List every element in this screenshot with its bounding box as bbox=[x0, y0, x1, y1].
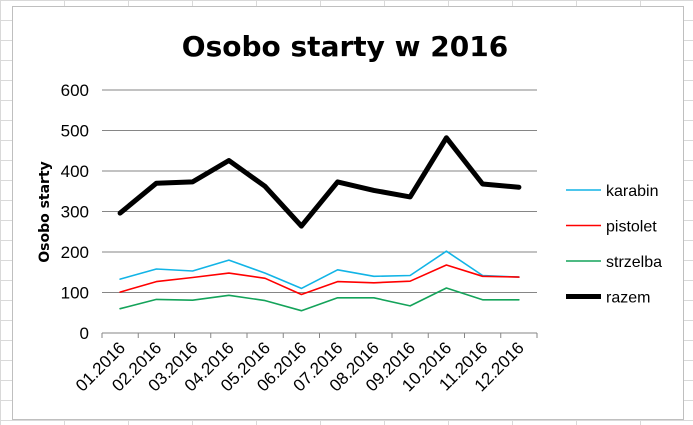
legend-label-strzelba: strzelba bbox=[606, 254, 662, 271]
legend-label-pistolet: pistolet bbox=[606, 219, 657, 236]
series-line-pistolet bbox=[119, 264, 520, 296]
legend-label-karabin: karabin bbox=[606, 183, 658, 200]
y-tick-label: 600 bbox=[61, 81, 89, 100]
legend[interactable]: karabin pistolet strzelba razem bbox=[566, 183, 662, 307]
y-tick-label: 400 bbox=[61, 162, 89, 181]
series-line-razem bbox=[117, 135, 522, 229]
y-tick-labels: 0 100 200 300 400 500 600 bbox=[61, 81, 89, 343]
series-line-karabin bbox=[119, 250, 520, 290]
series-lines bbox=[117, 135, 522, 312]
y-tick-label: 500 bbox=[61, 122, 89, 141]
y-tick-label: 300 bbox=[61, 203, 89, 222]
series-line-strzelba bbox=[119, 287, 520, 312]
y-axis-label: Osobo starty bbox=[37, 161, 53, 263]
y-tick-label: 100 bbox=[61, 284, 89, 303]
y-tick-label: 200 bbox=[61, 243, 89, 262]
x-tick-labels: 01.201602.201603.201604.201605.201606.20… bbox=[72, 333, 538, 395]
chart-title: Osobo starty w 2016 bbox=[182, 30, 508, 63]
y-tick-label: 0 bbox=[80, 324, 89, 343]
gridlines bbox=[102, 89, 537, 334]
legend-label-razem: razem bbox=[606, 290, 650, 307]
